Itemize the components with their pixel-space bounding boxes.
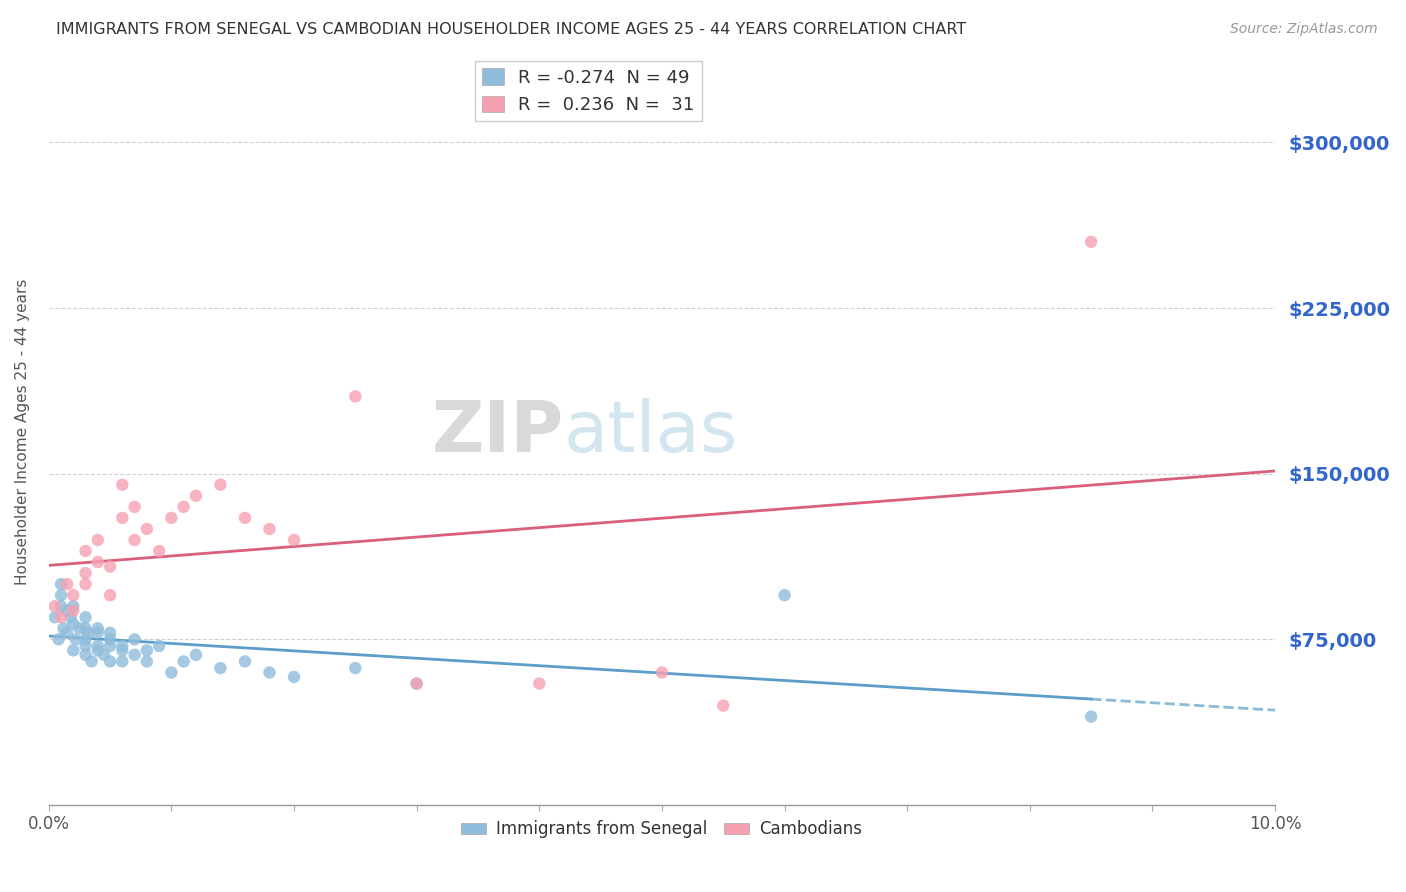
Point (98, 625, 121, 640)
Point (148, 639, 170, 653)
Y-axis label: Householder Income Ages 25 - 44 years: Householder Income Ages 25 - 44 years (15, 279, 30, 585)
Point (98, 655, 121, 669)
Point (111, 655, 134, 669)
Point (49, 577, 72, 591)
Point (124, 533, 146, 547)
Point (75, 544, 97, 558)
Point (44, 599, 66, 614)
Point (124, 632, 146, 647)
Point (111, 511, 134, 525)
Point (48, 632, 70, 647)
Point (75, 648, 97, 662)
Point (184, 489, 207, 503)
Point (711, 698, 734, 713)
Point (529, 676, 551, 690)
Point (62, 604, 84, 618)
Point (98, 588, 121, 602)
Point (233, 511, 256, 525)
Text: atlas: atlas (564, 398, 738, 467)
Point (62, 616, 84, 631)
Text: ZIP: ZIP (432, 398, 564, 467)
Point (59, 610, 82, 624)
Point (1080, 709, 1102, 723)
Point (111, 477, 134, 491)
Point (209, 661, 232, 675)
Point (49, 610, 72, 624)
Point (87, 555, 110, 569)
Point (75, 632, 97, 647)
Point (259, 522, 281, 536)
Point (98, 632, 121, 647)
Point (135, 522, 157, 536)
Legend: Immigrants from Senegal, Cambodians: Immigrants from Senegal, Cambodians (454, 814, 869, 845)
Point (87, 621, 110, 635)
Point (93, 648, 115, 662)
Point (56, 577, 79, 591)
Point (209, 477, 232, 491)
Point (77, 625, 100, 640)
Point (52, 621, 75, 635)
Point (44, 610, 66, 624)
Point (773, 588, 796, 602)
Point (111, 639, 134, 653)
Text: Source: ZipAtlas.com: Source: ZipAtlas.com (1230, 22, 1378, 37)
Point (62, 643, 84, 657)
Text: IMMIGRANTS FROM SENEGAL VS CAMBODIAN HOUSEHOLDER INCOME AGES 25 - 44 YEARS CORRE: IMMIGRANTS FROM SENEGAL VS CAMBODIAN HOU… (56, 22, 966, 37)
Point (87, 533, 110, 547)
Point (124, 648, 146, 662)
Point (65, 632, 87, 647)
Point (49, 588, 72, 602)
Point (80, 655, 103, 669)
Point (56, 625, 79, 640)
Point (67, 621, 90, 635)
Point (135, 655, 157, 669)
Point (160, 511, 183, 525)
Point (75, 610, 97, 624)
Point (1080, 235, 1102, 249)
Point (405, 676, 427, 690)
Point (62, 599, 84, 614)
Point (62, 588, 84, 602)
Point (56, 604, 79, 618)
Point (160, 665, 183, 680)
Point (87, 639, 110, 653)
Point (87, 625, 110, 640)
Point (49, 599, 72, 614)
Point (87, 643, 110, 657)
Point (75, 577, 97, 591)
Point (111, 643, 134, 657)
Point (405, 676, 427, 690)
Point (98, 639, 121, 653)
Point (233, 655, 256, 669)
Point (75, 566, 97, 580)
Point (75, 621, 97, 635)
Point (259, 665, 281, 680)
Point (173, 655, 195, 669)
Point (184, 648, 207, 662)
Point (124, 500, 146, 514)
Point (651, 665, 673, 680)
Point (283, 670, 305, 684)
Point (148, 544, 170, 558)
Point (344, 661, 367, 675)
Point (135, 643, 157, 657)
Point (173, 500, 195, 514)
Point (344, 389, 367, 403)
Point (75, 639, 97, 653)
Point (98, 559, 121, 574)
Point (283, 533, 305, 547)
